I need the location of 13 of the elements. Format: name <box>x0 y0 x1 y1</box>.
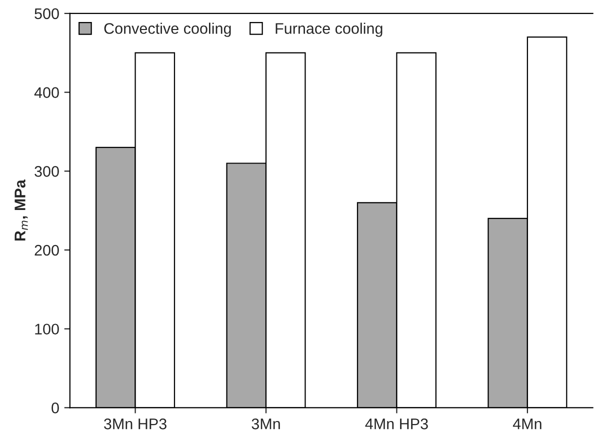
legend-label: Furnace cooling <box>276 22 382 37</box>
y-tick-label: 100 <box>35 324 59 335</box>
y-axis-title: R$_{m}$, MPa <box>14 180 28 241</box>
y-tick-label: 400 <box>34 87 59 98</box>
y-tick-label: 200 <box>34 244 59 256</box>
legend-label: Convective cooling <box>104 22 231 37</box>
x-tick-label: 3Mn <box>252 418 280 430</box>
y-tick-label: 0 <box>52 402 59 414</box>
x-tick-label: 3Mn HP3 <box>104 418 166 430</box>
x-tick-label: 4Mn HP3 <box>365 418 428 430</box>
x-tick-label: 4Mn <box>512 418 542 430</box>
y-tick-label: 300 <box>34 166 59 177</box>
y-tick-label: 500 <box>34 8 59 20</box>
